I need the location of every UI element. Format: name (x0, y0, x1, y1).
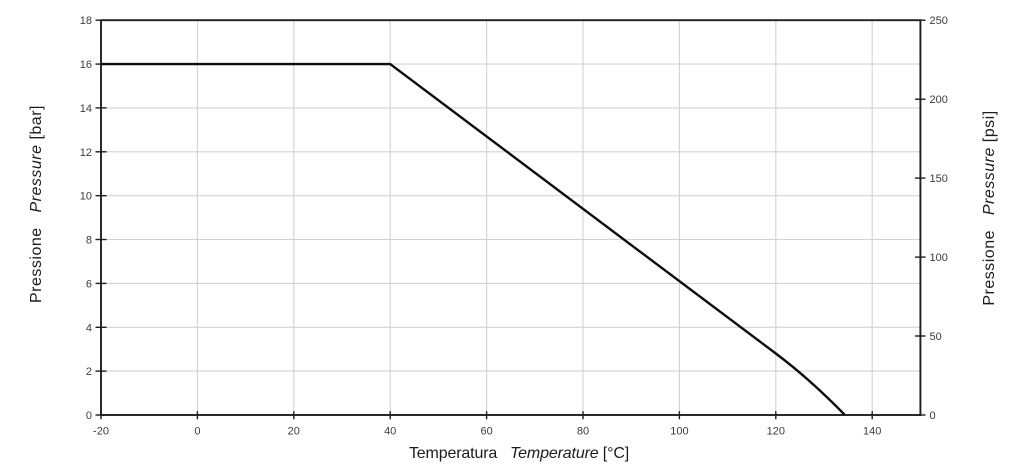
svg-text:140: 140 (863, 426, 881, 438)
svg-text:14: 14 (80, 103, 92, 115)
svg-text:0: 0 (86, 410, 92, 422)
svg-text:150: 150 (930, 173, 948, 185)
svg-text:Temperatura Temperature [°C]: Temperatura Temperature [°C] (409, 445, 629, 462)
svg-text:0: 0 (194, 426, 200, 438)
svg-text:80: 80 (577, 426, 589, 438)
svg-text:120: 120 (767, 426, 785, 438)
svg-text:16: 16 (80, 59, 92, 71)
svg-text:100: 100 (930, 252, 948, 264)
svg-text:10: 10 (80, 191, 92, 203)
svg-text:250: 250 (930, 15, 948, 27)
svg-text:100: 100 (670, 426, 688, 438)
svg-text:0: 0 (930, 410, 936, 422)
svg-text:6: 6 (86, 278, 92, 290)
svg-text:12: 12 (80, 147, 92, 159)
svg-text:50: 50 (930, 331, 942, 343)
svg-text:Pressione Pressure [psi]: Pressione Pressure [psi] (981, 110, 998, 305)
svg-text:20: 20 (288, 426, 300, 438)
svg-text:Pressione Pressure [bar]: Pressione Pressure [bar] (28, 105, 45, 303)
svg-text:2: 2 (86, 366, 92, 378)
svg-text:60: 60 (480, 426, 492, 438)
svg-text:-20: -20 (93, 426, 109, 438)
svg-text:40: 40 (384, 426, 396, 438)
svg-text:4: 4 (86, 322, 92, 334)
svg-text:200: 200 (930, 94, 948, 106)
svg-text:8: 8 (86, 235, 92, 247)
svg-text:18: 18 (80, 15, 92, 27)
